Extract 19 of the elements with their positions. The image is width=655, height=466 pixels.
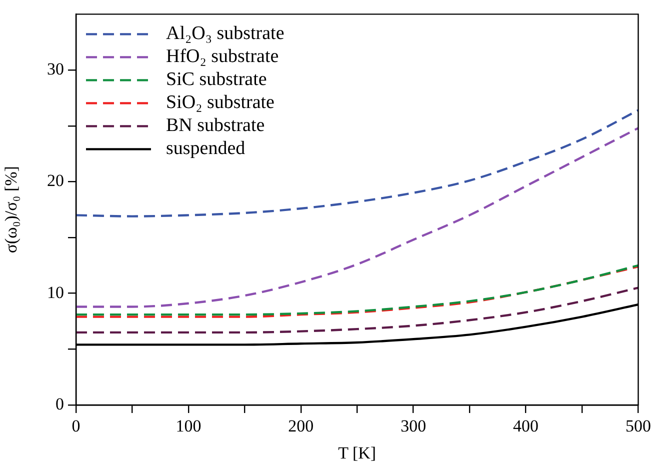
- legend-label: HfO₂ substrate: [166, 46, 279, 68]
- x-tick-label: 200: [288, 416, 314, 436]
- legend-label: SiC substrate: [166, 69, 267, 90]
- legend-label: BN substrate: [166, 115, 265, 136]
- y-tick-label: 20: [47, 171, 64, 190]
- legend-label: Al₂O₃ substrate: [166, 23, 284, 44]
- x-tick-label: 500: [626, 416, 651, 436]
- y-tick-label: 30: [47, 59, 64, 78]
- y-axis-title: σ(ω₀)/σ₀ [%]: [2, 166, 21, 254]
- x-tick-label: 300: [400, 416, 426, 436]
- y-tick-label: 0: [56, 394, 64, 414]
- legend-label: SiO₂ substrate: [166, 92, 274, 114]
- x-tick-label: 0: [72, 416, 80, 436]
- legend-label: suspended: [166, 138, 246, 160]
- x-tick-label: 100: [176, 416, 202, 436]
- line-series: [76, 286, 638, 334]
- x-axis-title: T [K]: [338, 443, 376, 462]
- x-tick-label: 400: [513, 416, 539, 436]
- y-tick-label: 10: [47, 282, 64, 302]
